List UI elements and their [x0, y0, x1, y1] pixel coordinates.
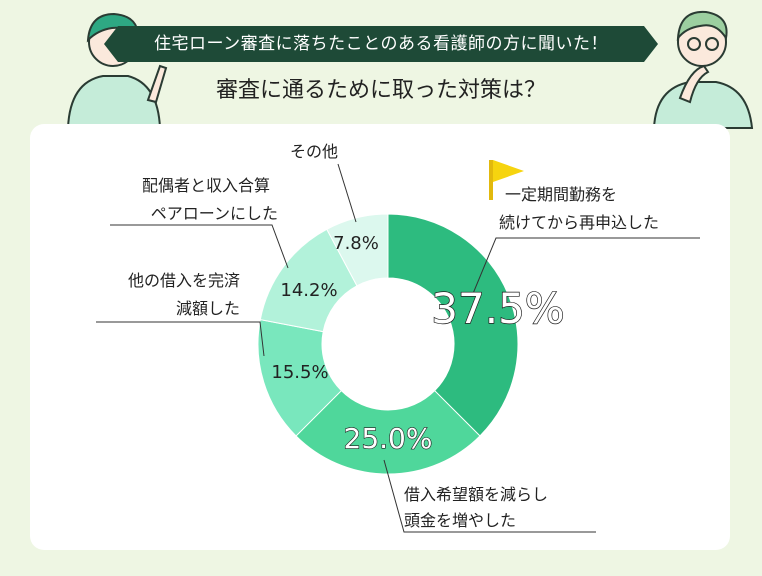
slice-label-1-line-2: 続けてから再申込した [499, 213, 659, 232]
chart-question-title: 審査に通るために取った対策は？ [215, 78, 546, 103]
slice-label-1-line-1: 一定期間勤務を [505, 185, 617, 204]
slice-label-2-line-2: 頭金を増やした [404, 511, 516, 530]
slice-percent-2: 25.0% [344, 422, 433, 455]
leader-line-2 [383, 459, 596, 533]
slice-percent-3: 15.5% [271, 362, 328, 383]
slice-label-2-line-1: 借入希望額を減らし [404, 485, 548, 504]
leader-line-5 [337, 163, 357, 223]
slice-label-4-line-1: 配偶者と収入合算 [142, 176, 270, 195]
survey-banner: 住宅ローン審査に落ちたことのある看護師の方に聞いた！ [104, 26, 658, 62]
slice-percent-4: 14.2% [280, 280, 337, 301]
slice-percent-1: 37.5% [431, 284, 564, 333]
leader-line-4 [110, 224, 289, 269]
donut-hole [322, 278, 454, 410]
man-illustration-right [652, 10, 754, 129]
leader-line-1 [471, 237, 700, 297]
flag-icon [489, 160, 524, 200]
leader-line-3 [96, 321, 265, 357]
slice-label-3-line-1: 他の借入を完済 [128, 271, 240, 290]
slice-label-3-line-2: 減額した [176, 299, 240, 318]
slice-label-5-line-1: その他 [290, 142, 338, 161]
slice-label-4-line-2: ペアローンにした [151, 204, 278, 223]
slice-percent-5: 7.8% [333, 233, 379, 254]
